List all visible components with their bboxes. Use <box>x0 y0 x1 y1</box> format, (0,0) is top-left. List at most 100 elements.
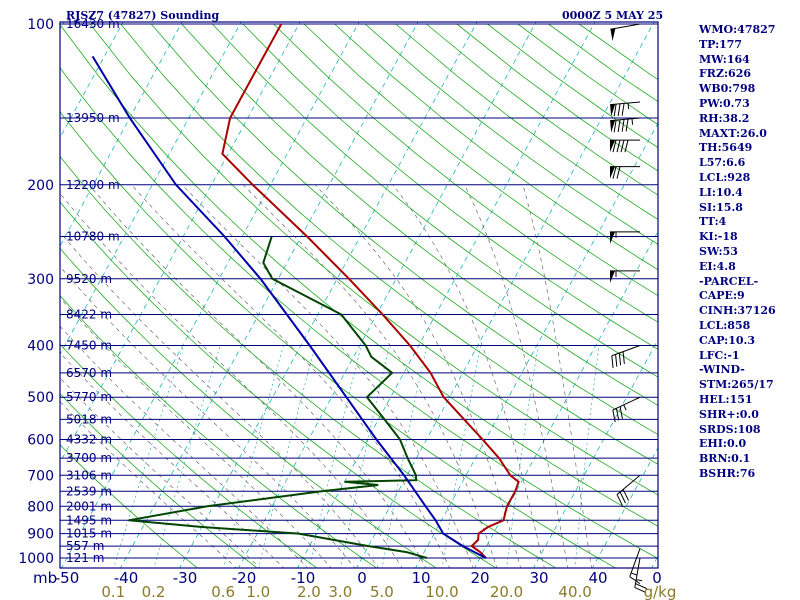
sounding-index-item: -WIND- <box>699 363 745 377</box>
wind-barb-flag <box>612 409 616 423</box>
wind-barb <box>610 23 641 42</box>
height-label: 5018 m <box>66 412 112 426</box>
wind-barb-flag <box>615 354 618 367</box>
isotherm-line <box>0 12 11 569</box>
mixing-ratio-label: 5.0 <box>370 583 394 600</box>
isotherm-line <box>60 22 242 356</box>
dry-adiabat-line <box>60 343 318 568</box>
height-label: 2539 m <box>66 484 112 498</box>
temperature-line <box>221 23 520 559</box>
mixing-ratio-line <box>308 345 362 568</box>
height-label: 6570 m <box>66 366 112 380</box>
wind-barb-staff <box>634 557 641 588</box>
moist-adiabat-line <box>242 184 498 568</box>
pressure-label: 700 <box>27 468 54 484</box>
moist-adiabat-line <box>522 184 592 568</box>
wind-barb-staff <box>610 117 641 122</box>
sounding-index-item: CINH:37126 <box>699 304 776 318</box>
temperature-tick-label: 0 <box>652 569 662 587</box>
height-label: 2001 m <box>66 499 112 513</box>
wind-barb-flag <box>624 140 629 153</box>
temperature-tick-label: 20 <box>470 569 489 587</box>
dry-adiabat-line <box>242 23 658 350</box>
sounding-index-item: BRN:0.1 <box>699 452 751 466</box>
wind-barb <box>611 345 641 369</box>
wind-barb-flag <box>612 166 617 179</box>
wind-barb-flag <box>616 494 623 506</box>
dewpoint-line <box>128 236 428 559</box>
sounding-index-item: SW:53 <box>699 244 738 258</box>
mixing-ratio-line <box>153 345 221 568</box>
moist-adiabat-line <box>314 184 521 568</box>
isotherm-line <box>61 22 360 568</box>
sounding-index-item: LFC:-1 <box>699 348 740 362</box>
dry-adiabat-line <box>303 23 658 297</box>
wind-barb-flag <box>617 103 621 117</box>
isotherm-line <box>238 22 537 568</box>
moist-adiabat-line <box>131 184 450 568</box>
wind-barb <box>610 139 640 153</box>
sounding-indices-list: WMO:47827 TP:177 MW:164 FRZ:626 WB0:798 PW:0.… <box>699 23 776 482</box>
wind-barb-flag <box>617 119 621 133</box>
temperature-tick-labels: mb-50 -40 -30 -20 -10 0 10 20 30 40 0 <box>33 569 662 587</box>
isotherm-lines <box>0 12 658 569</box>
wind-barb-flag <box>612 140 617 153</box>
mixing-ratio-line <box>381 345 428 568</box>
sounding-index-item: EHI:0.0 <box>699 437 747 451</box>
wind-barb-staff <box>629 548 641 577</box>
wind-barb-staff <box>616 474 641 495</box>
mixing-ratio-label: 0.1 <box>101 583 125 600</box>
temperature-tick-label: -40 <box>114 569 139 587</box>
wind-barb-pennant <box>610 231 615 244</box>
moist-adiabat-line <box>60 297 332 568</box>
height-label: 1015 m <box>66 527 112 541</box>
mixing-ratio-line <box>506 345 539 568</box>
dry-adiabat-line <box>334 23 658 271</box>
temperature-tick-label: -50 <box>55 569 80 587</box>
sounding-series <box>91 23 520 559</box>
temperature-tick-label: 40 <box>588 569 607 587</box>
moist-adiabat-line <box>464 184 569 568</box>
wind-barb-pennant <box>610 166 615 179</box>
wind-barb-staff <box>611 345 641 357</box>
isotherm-line <box>356 22 655 568</box>
temperature-tick-label: 10 <box>411 569 430 587</box>
mixing-ratio-label: 40.0 <box>558 583 591 600</box>
dry-adiabat-line <box>212 23 658 378</box>
isotherm-line <box>297 22 596 568</box>
wind-barb-flag <box>613 104 617 117</box>
time-title: 0000Z 5 MAY 25 <box>562 9 664 22</box>
height-label: 557 m <box>66 539 104 553</box>
sounding-index-item: LCL:928 <box>699 170 751 184</box>
moist-adiabat-line <box>60 266 356 568</box>
isotherm-line <box>60 22 65 31</box>
isotherm-line <box>179 22 478 568</box>
wind-barb-flag <box>622 351 625 365</box>
sounding-index-item: TT:4 <box>699 215 727 229</box>
dry-adiabat-line <box>60 247 438 568</box>
wind-barb-staff <box>610 23 641 30</box>
sounding-index-item: SHR+:0.0 <box>699 407 759 421</box>
height-label: 13950 m <box>66 111 120 125</box>
mixing-ratio-line <box>223 345 284 568</box>
isotherm-line <box>474 230 658 568</box>
height-label: 5770 m <box>66 390 112 404</box>
dry-adiabat-line <box>60 295 378 568</box>
wind-barb-flag <box>619 406 623 419</box>
sounding-index-item: TH:5649 <box>699 141 753 155</box>
wind-barb-staff <box>610 101 641 106</box>
isotherm-line <box>60 22 301 464</box>
wind-barb-flag <box>611 355 614 369</box>
wind-barb-staff <box>612 396 641 411</box>
wind-barb-flag <box>619 491 626 504</box>
sounding-index-item: RH:38.2 <box>699 111 750 125</box>
mixing-ratio-label: 20.0 <box>490 583 523 600</box>
wind-barb-flag <box>616 140 621 153</box>
wind-barb-pennant <box>610 28 616 42</box>
height-label: 12200 m <box>66 178 120 192</box>
pressure-label: 300 <box>27 272 54 288</box>
mixing-ratio-line <box>441 345 482 568</box>
wind-barb-flag <box>615 408 620 421</box>
dry-adiabat-line <box>60 155 557 568</box>
